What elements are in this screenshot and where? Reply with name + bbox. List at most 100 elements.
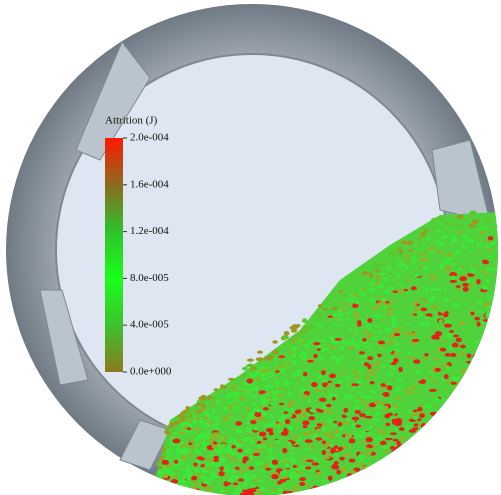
particle: [497, 360, 501, 364]
particle: [155, 482, 163, 485]
particle: [228, 456, 233, 461]
particle: [488, 296, 493, 300]
particle: [244, 437, 252, 441]
particle: [359, 413, 366, 417]
particle: [316, 345, 322, 348]
particle: [391, 251, 398, 255]
particle: [405, 265, 409, 268]
particle: [357, 485, 363, 489]
particle: [375, 275, 382, 280]
particle: [331, 424, 337, 427]
particle: [351, 383, 359, 386]
particle: [493, 474, 499, 478]
particle: [204, 486, 212, 491]
particle: [405, 453, 409, 457]
particle: [433, 431, 439, 435]
particle: [163, 482, 170, 486]
particle: [410, 484, 417, 488]
particle: [339, 290, 343, 293]
particle: [197, 456, 204, 459]
particle: [354, 486, 359, 491]
particle: [204, 492, 208, 495]
particle: [488, 341, 495, 345]
particle: [384, 278, 389, 282]
particle: [485, 437, 491, 440]
particle: [446, 475, 453, 479]
particle: [480, 321, 486, 324]
particle: [476, 301, 484, 304]
particle: [316, 437, 323, 440]
particle: [283, 384, 291, 387]
particle: [152, 477, 159, 480]
particle: [263, 407, 269, 410]
particle: [345, 311, 351, 314]
particle: [464, 423, 472, 428]
particle: [300, 387, 305, 392]
particle: [468, 418, 475, 421]
particle: [450, 353, 457, 357]
particle: [453, 302, 461, 307]
particle: [424, 475, 429, 480]
particle: [288, 338, 294, 342]
particle: [250, 395, 257, 398]
particle: [486, 248, 492, 251]
particle: [405, 457, 411, 462]
particle: [269, 450, 273, 455]
particle: [394, 348, 400, 352]
particle: [327, 451, 332, 455]
particle: [151, 488, 158, 493]
particle: [472, 219, 479, 222]
particle: [397, 385, 405, 388]
particle: [204, 437, 208, 440]
particle: [398, 367, 402, 372]
particle: [386, 372, 394, 377]
particle: [456, 447, 462, 452]
particle: [343, 446, 349, 449]
particle: [224, 396, 230, 399]
particle: [454, 393, 459, 397]
particle: [423, 299, 428, 303]
particle: [198, 396, 206, 400]
particle: [288, 392, 293, 397]
particle: [354, 343, 361, 348]
particle: [419, 238, 423, 243]
particle: [445, 265, 452, 269]
particle: [308, 416, 315, 420]
particle: [345, 434, 352, 438]
particle: [242, 459, 246, 464]
particle: [399, 427, 404, 431]
particle: [402, 472, 407, 476]
particle: [296, 333, 304, 338]
particle: [430, 469, 435, 471]
particle: [449, 481, 456, 485]
particle: [302, 420, 309, 425]
particle: [340, 467, 348, 472]
particle: [172, 464, 180, 467]
particle: [238, 478, 244, 481]
particle: [459, 418, 465, 421]
particle: [361, 466, 368, 469]
particle: [394, 487, 399, 492]
particle: [483, 302, 491, 306]
particle: [159, 483, 163, 488]
particle: [472, 470, 477, 474]
particle: [333, 484, 338, 487]
particle: [425, 460, 432, 463]
particle: [289, 452, 295, 455]
particle: [319, 398, 327, 402]
particle: [471, 391, 478, 396]
particle: [472, 266, 478, 269]
particle: [421, 477, 426, 480]
particle: [481, 353, 487, 357]
particle: [370, 390, 376, 394]
particle: [429, 450, 434, 454]
particle: [216, 465, 220, 468]
particle: [475, 437, 481, 440]
particle: [462, 283, 469, 287]
particle: [411, 333, 417, 337]
particle: [367, 356, 373, 360]
particle: [400, 284, 405, 287]
particle: [424, 316, 431, 319]
particle: [490, 242, 497, 245]
particle: [394, 333, 400, 336]
